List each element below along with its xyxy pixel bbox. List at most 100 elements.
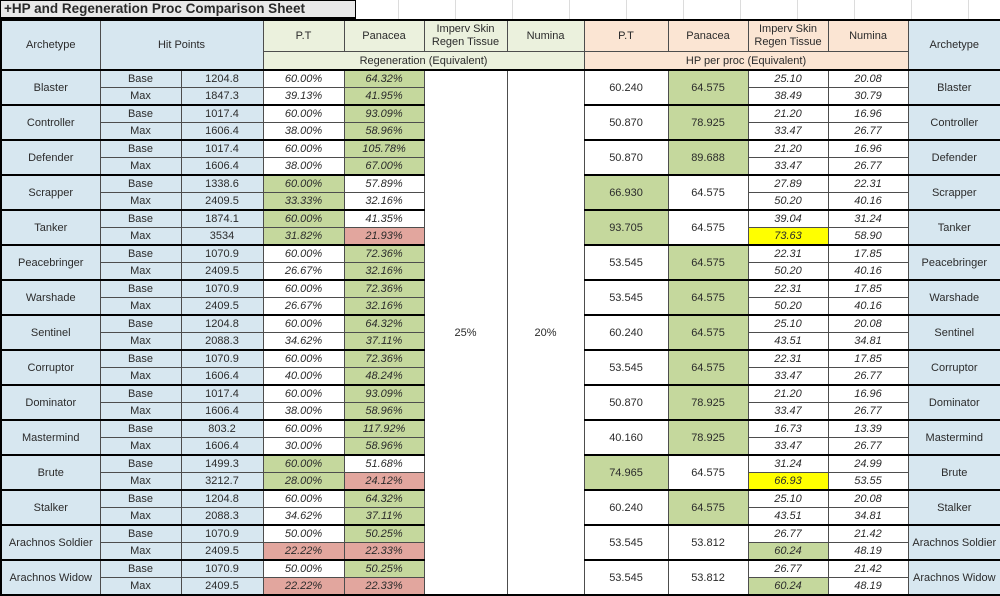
hp-base-cell[interactable]: 1204.8 <box>180 69 264 88</box>
archetype-cell-right[interactable]: Peacebringer <box>907 244 1000 281</box>
header-archetype-right[interactable]: Archetype <box>907 19 1000 71</box>
proc-numina-max-cell[interactable]: 40.16 <box>827 297 909 316</box>
archetype-cell-left[interactable]: Dominator <box>0 384 101 421</box>
proc-imperv-max-cell[interactable]: 50.20 <box>747 297 829 316</box>
proc-numina-base-cell[interactable]: 16.96 <box>827 384 909 403</box>
row-label-max[interactable]: Max <box>99 122 182 141</box>
proc-imperv-base-cell[interactable]: 26.77 <box>747 559 829 578</box>
proc-panacea-cell[interactable]: 64.575 <box>667 314 749 351</box>
regen-pt-base-cell[interactable]: 50.00% <box>262 559 345 578</box>
proc-panacea-cell[interactable]: 64.575 <box>667 69 749 106</box>
proc-numina-max-cell[interactable]: 34.81 <box>827 507 909 526</box>
proc-imperv-max-cell[interactable]: 73.63 <box>747 227 829 246</box>
row-label-base[interactable]: Base <box>99 489 182 508</box>
archetype-cell-left[interactable]: Warshade <box>0 279 101 316</box>
regen-panacea-base-cell[interactable]: 93.09% <box>343 104 425 123</box>
proc-imperv-max-cell[interactable]: 33.47 <box>747 437 829 456</box>
hp-max-cell[interactable]: 2409.5 <box>180 192 264 211</box>
row-label-max[interactable]: Max <box>99 297 182 316</box>
proc-panacea-cell[interactable]: 64.575 <box>667 244 749 281</box>
regen-panacea-max-cell[interactable]: 32.16% <box>343 192 425 211</box>
proc-numina-base-cell[interactable]: 24.99 <box>827 454 909 473</box>
archetype-cell-right[interactable]: Blaster <box>907 69 1000 106</box>
hp-base-cell[interactable]: 1070.9 <box>180 524 264 543</box>
proc-pt-cell[interactable]: 74.965 <box>583 454 669 491</box>
proc-numina-max-cell[interactable]: 58.90 <box>827 227 909 246</box>
proc-imperv-max-cell[interactable]: 33.47 <box>747 157 829 176</box>
hp-base-cell[interactable]: 1070.9 <box>180 559 264 578</box>
proc-panacea-cell[interactable]: 89.688 <box>667 139 749 176</box>
regen-pt-max-cell[interactable]: 33.33% <box>262 192 345 211</box>
proc-pt-cell[interactable]: 60.240 <box>583 314 669 351</box>
hp-base-cell[interactable]: 1338.6 <box>180 174 264 193</box>
header-regen-pt[interactable]: P.T <box>262 19 345 52</box>
hp-max-cell[interactable]: 3534 <box>180 227 264 246</box>
hp-max-cell[interactable]: 3212.7 <box>180 472 264 491</box>
row-label-max[interactable]: Max <box>99 402 182 421</box>
row-label-base[interactable]: Base <box>99 279 182 298</box>
regen-pt-max-cell[interactable]: 22.22% <box>262 577 345 596</box>
archetype-cell-left[interactable]: Controller <box>0 104 101 141</box>
row-label-base[interactable]: Base <box>99 209 182 228</box>
proc-numina-base-cell[interactable]: 17.85 <box>827 279 909 298</box>
row-label-base[interactable]: Base <box>99 454 182 473</box>
regen-panacea-base-cell[interactable]: 72.36% <box>343 279 425 298</box>
regen-pt-max-cell[interactable]: 38.00% <box>262 402 345 421</box>
regen-panacea-max-cell[interactable]: 24.12% <box>343 472 425 491</box>
proc-imperv-max-cell[interactable]: 50.20 <box>747 262 829 281</box>
regen-pt-base-cell[interactable]: 60.00% <box>262 279 345 298</box>
row-label-max[interactable]: Max <box>99 367 182 386</box>
archetype-cell-right[interactable]: Sentinel <box>907 314 1000 351</box>
row-label-base[interactable]: Base <box>99 349 182 368</box>
proc-imperv-max-cell[interactable]: 60.24 <box>747 542 829 561</box>
proc-pt-cell[interactable]: 53.545 <box>583 524 669 561</box>
archetype-cell-left[interactable]: Defender <box>0 139 101 176</box>
row-label-max[interactable]: Max <box>99 192 182 211</box>
hp-base-cell[interactable]: 1017.4 <box>180 384 264 403</box>
archetype-cell-left[interactable]: Sentinel <box>0 314 101 351</box>
header-regen-panacea[interactable]: Panacea <box>343 19 425 52</box>
row-label-base[interactable]: Base <box>99 174 182 193</box>
proc-numina-base-cell[interactable]: 20.08 <box>827 69 909 88</box>
regen-panacea-base-cell[interactable]: 64.32% <box>343 489 425 508</box>
sheet-title[interactable]: +HP and Regeneration Proc Comparison She… <box>0 0 356 19</box>
regen-pt-max-cell[interactable]: 38.00% <box>262 157 345 176</box>
proc-panacea-cell[interactable]: 64.575 <box>667 279 749 316</box>
archetype-cell-right[interactable]: Brute <box>907 454 1000 491</box>
regen-pt-max-cell[interactable]: 22.22% <box>262 542 345 561</box>
regen-panacea-base-cell[interactable]: 57.89% <box>343 174 425 193</box>
proc-panacea-cell[interactable]: 53.812 <box>667 524 749 561</box>
proc-imperv-base-cell[interactable]: 25.10 <box>747 314 829 333</box>
proc-imperv-max-cell[interactable]: 33.47 <box>747 122 829 141</box>
hp-max-cell[interactable]: 1847.3 <box>180 87 264 106</box>
header-archetype-left[interactable]: Archetype <box>0 19 101 71</box>
row-label-base[interactable]: Base <box>99 524 182 543</box>
proc-panacea-cell[interactable]: 64.575 <box>667 174 749 211</box>
proc-panacea-cell[interactable]: 78.925 <box>667 419 749 456</box>
regen-pt-base-cell[interactable]: 60.00% <box>262 314 345 333</box>
header-proc-panacea[interactable]: Panacea <box>667 19 749 52</box>
proc-panacea-cell[interactable]: 78.925 <box>667 104 749 141</box>
row-label-max[interactable]: Max <box>99 227 182 246</box>
hp-base-cell[interactable]: 1204.8 <box>180 489 264 508</box>
hp-max-cell[interactable]: 2088.3 <box>180 507 264 526</box>
proc-numina-base-cell[interactable]: 22.31 <box>827 174 909 193</box>
header-proc-imperv[interactable]: Imperv Skin Regen Tissue <box>747 19 829 52</box>
header-proc-numina[interactable]: Numina <box>827 19 909 52</box>
regen-pt-base-cell[interactable]: 60.00% <box>262 69 345 88</box>
proc-numina-base-cell[interactable]: 31.24 <box>827 209 909 228</box>
hp-base-cell[interactable]: 803.2 <box>180 419 264 438</box>
proc-pt-cell[interactable]: 53.545 <box>583 349 669 386</box>
proc-numina-max-cell[interactable]: 48.19 <box>827 542 909 561</box>
archetype-cell-left[interactable]: Arachnos Widow <box>0 559 101 596</box>
proc-imperv-base-cell[interactable]: 22.31 <box>747 244 829 263</box>
proc-numina-max-cell[interactable]: 30.79 <box>827 87 909 106</box>
regen-panacea-max-cell[interactable]: 21.93% <box>343 227 425 246</box>
archetype-cell-right[interactable]: Controller <box>907 104 1000 141</box>
archetype-cell-left[interactable]: Peacebringer <box>0 244 101 281</box>
regen-panacea-max-cell[interactable]: 58.96% <box>343 402 425 421</box>
hp-base-cell[interactable]: 1204.8 <box>180 314 264 333</box>
regen-panacea-base-cell[interactable]: 72.36% <box>343 349 425 368</box>
proc-imperv-base-cell[interactable]: 27.89 <box>747 174 829 193</box>
row-label-max[interactable]: Max <box>99 262 182 281</box>
